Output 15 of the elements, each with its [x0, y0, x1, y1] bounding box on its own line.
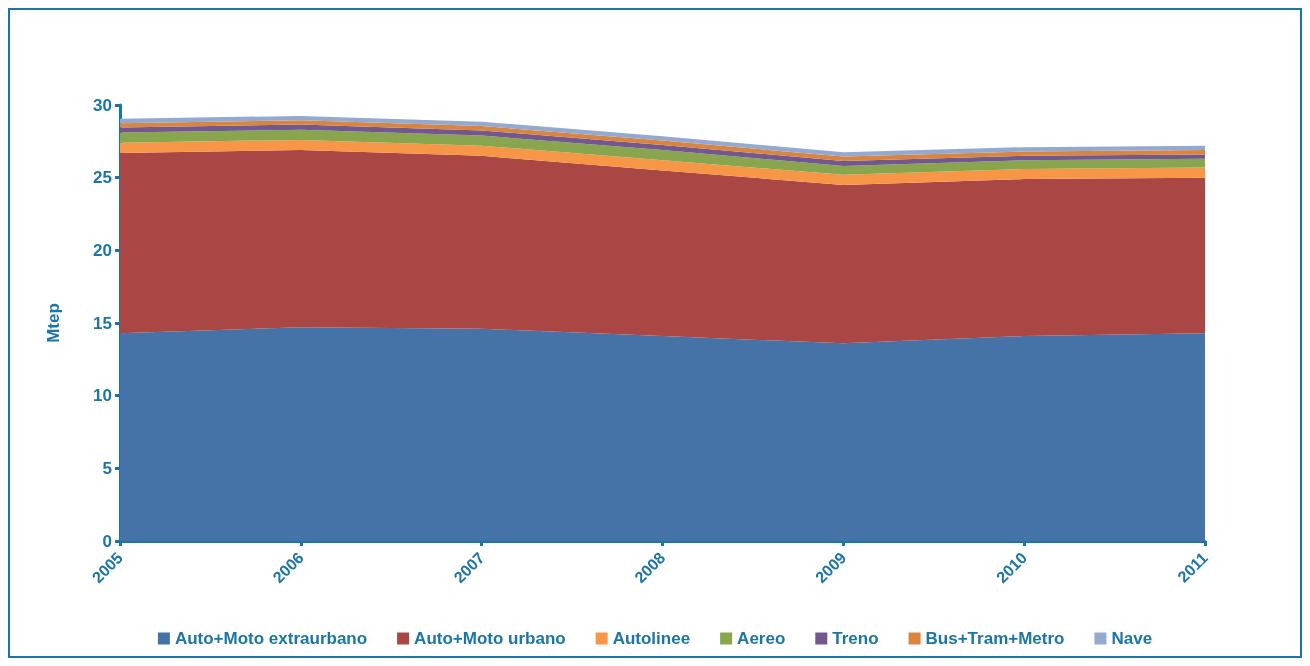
y-tick-label: 10	[93, 386, 112, 406]
y-tick-label: 5	[102, 458, 112, 478]
legend-label: Autolinee	[612, 629, 691, 648]
y-tick-label: 30	[93, 95, 112, 115]
legend-label: Auto+Moto urbano	[414, 629, 566, 648]
y-tick-label: 0	[102, 531, 112, 551]
y-tick-label: 15	[93, 313, 112, 333]
legend-label: Nave	[1111, 629, 1153, 648]
y-tick-label: 25	[93, 168, 112, 188]
legend-label: Auto+Moto extraurbano	[174, 629, 368, 648]
y-tick-label: 20	[93, 240, 112, 260]
legend-label: Treno	[832, 629, 879, 648]
legend-label: Bus+Tram+Metro	[925, 629, 1065, 648]
legend-label: Aereo	[737, 629, 786, 648]
y-axis-title: Mtep	[44, 303, 63, 343]
